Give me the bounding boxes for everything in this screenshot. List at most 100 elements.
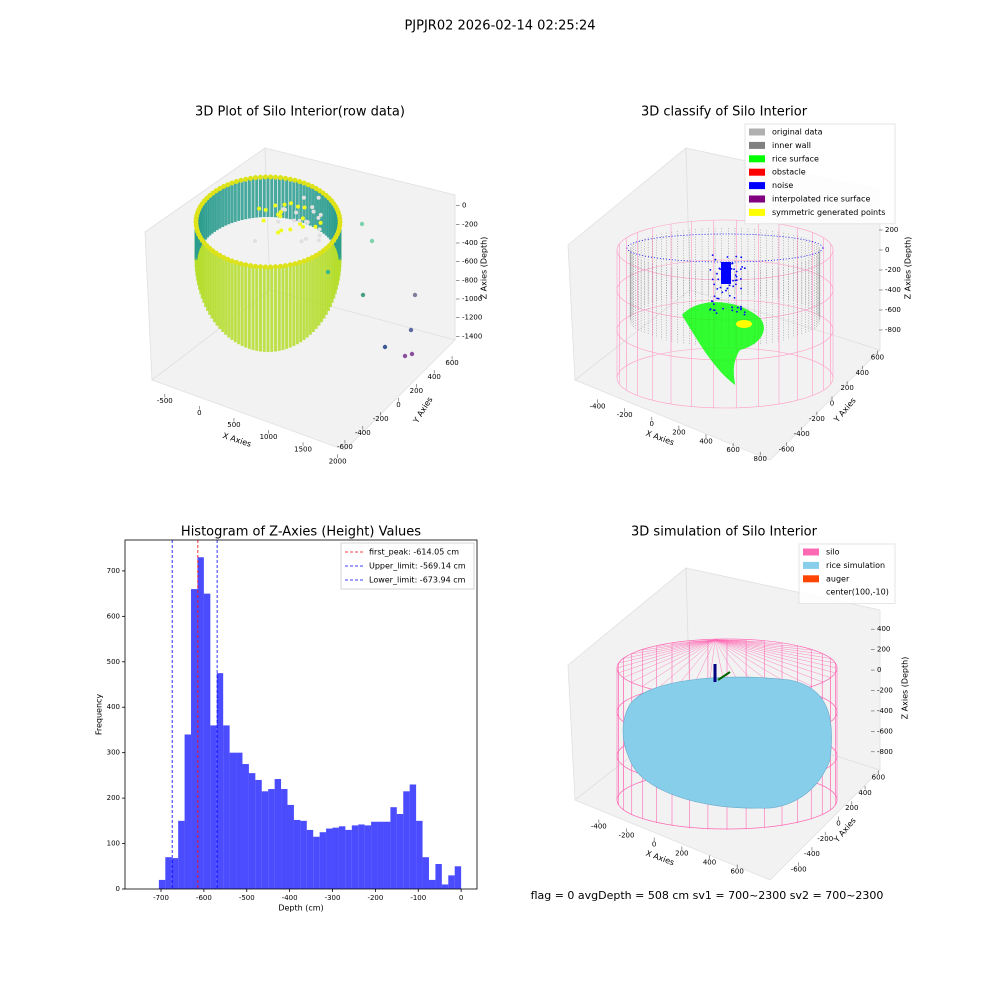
point — [408, 327, 414, 333]
noise-point — [715, 312, 718, 315]
bar — [216, 673, 224, 889]
point — [325, 269, 331, 275]
histogram: Histogram of Z-Axies (Height) Values -700… — [95, 525, 478, 913]
z-tick-label: -1200 — [462, 314, 482, 322]
noise-point — [735, 275, 738, 278]
point — [309, 184, 315, 190]
legend-label: rice simulation — [826, 561, 885, 570]
point — [402, 353, 408, 359]
x-tick-label: -700 — [153, 894, 169, 902]
point — [257, 206, 262, 211]
legend-swatch — [803, 561, 819, 569]
silo-wire — [656, 639, 716, 647]
point — [297, 218, 302, 223]
plot-3d: 3D classify of Silo Interior -400 -200 0 200… — [567, 105, 913, 463]
point — [238, 261, 244, 267]
bar — [261, 791, 269, 889]
point — [298, 221, 303, 226]
point — [238, 177, 244, 183]
bar — [236, 752, 243, 889]
noise-point — [740, 256, 743, 259]
bar — [351, 825, 359, 889]
point — [287, 262, 293, 268]
noise-point — [712, 309, 715, 312]
silo-wire — [714, 639, 783, 644]
silo-wire — [631, 639, 716, 655]
noise-point — [713, 283, 716, 286]
y-tick-label: -600 — [337, 443, 353, 451]
noise-point — [721, 291, 724, 294]
bar — [255, 779, 262, 889]
noise-point — [732, 279, 734, 282]
point — [273, 264, 279, 270]
z-tick-label: -800 — [885, 326, 901, 334]
point — [248, 263, 254, 269]
noise-point — [717, 278, 720, 281]
point — [278, 175, 284, 181]
y-tick-label: 600 — [872, 774, 885, 782]
bar — [191, 589, 198, 889]
point — [257, 174, 263, 180]
silo-wire — [714, 639, 812, 651]
point — [317, 250, 323, 256]
x-tick-label: 0 — [650, 420, 654, 428]
legend-label: rice surface — [772, 154, 819, 163]
point — [301, 195, 306, 200]
noise-point — [739, 277, 742, 280]
x-tick-label: 1000 — [260, 433, 278, 441]
noise-point — [733, 268, 735, 271]
noise-point — [709, 268, 712, 271]
point — [294, 210, 299, 215]
legend-swatch — [803, 548, 819, 556]
legend-swatch — [803, 575, 819, 583]
point — [213, 188, 219, 194]
legend-label: silo — [826, 548, 840, 557]
point — [262, 264, 268, 270]
y-tick-label: 600 — [871, 354, 884, 362]
legend-box — [744, 123, 896, 225]
point — [282, 175, 288, 181]
point — [289, 201, 294, 206]
y-tick-label: 400 — [428, 373, 441, 381]
legend-label: symmetric generated points — [772, 208, 885, 217]
point — [279, 228, 284, 233]
noise-point — [730, 267, 733, 270]
bar — [287, 804, 294, 889]
point — [292, 218, 297, 223]
z-tick-label: 0 — [877, 666, 881, 674]
point — [318, 212, 323, 217]
z-tick-label: 0 — [885, 246, 889, 254]
legend-swatch — [749, 182, 765, 190]
x-tick-label: 0 — [197, 409, 201, 417]
noise-point — [716, 272, 718, 275]
point — [301, 258, 307, 264]
noise-ring — [626, 233, 824, 263]
noise-point — [734, 279, 737, 282]
y-tick-label: 700 — [107, 567, 120, 575]
noise-point — [712, 303, 715, 306]
z-tick-label: -400 — [885, 286, 901, 294]
symmetric-points — [736, 320, 752, 328]
y-tick-label: 200 — [845, 804, 858, 812]
bar — [428, 879, 436, 889]
point — [297, 179, 303, 185]
x-tick-label: 500 — [227, 421, 240, 429]
legend-label: center(100,-10) — [826, 588, 889, 597]
point — [337, 216, 343, 222]
x-tick-label: -600 — [196, 894, 212, 902]
silo-wire — [631, 639, 716, 683]
x-tick-label: 400 — [703, 859, 716, 867]
point — [282, 263, 288, 269]
noise-point — [711, 254, 714, 256]
x-tick-label: 1500 — [294, 445, 312, 453]
point — [311, 209, 316, 214]
plot-3d: 3D simulation of Silo Interior-400-20002… — [567, 525, 910, 881]
bar — [383, 821, 391, 889]
noise-point — [719, 286, 722, 289]
z-tick-label: -600 — [462, 258, 478, 266]
x-tick-label: -200 — [617, 411, 633, 419]
bar — [435, 864, 442, 889]
point — [305, 256, 311, 262]
point — [292, 261, 298, 267]
z-tick-label: -200 — [462, 220, 478, 228]
